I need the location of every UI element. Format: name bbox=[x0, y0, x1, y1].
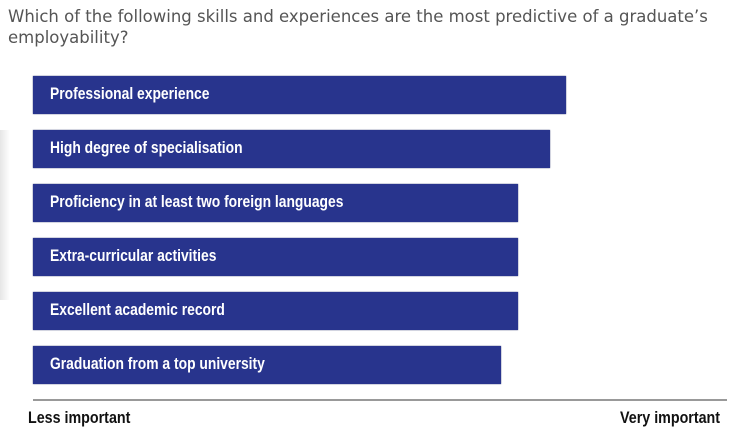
bar: Proficiency in at least two foreign lang… bbox=[33, 184, 518, 222]
bar-label: Proficiency in at least two foreign lang… bbox=[50, 193, 344, 211]
background-shade bbox=[0, 130, 10, 300]
x-axis-line bbox=[33, 399, 727, 401]
bar-label: High degree of specialisation bbox=[50, 139, 243, 157]
bar-label: Professional experience bbox=[50, 85, 210, 103]
chart-title: Which of the following skills and experi… bbox=[8, 7, 708, 47]
x-axis-label-max: Very important bbox=[620, 408, 720, 427]
bar-label: Graduation from a top university bbox=[50, 355, 265, 373]
bar: High degree of specialisation bbox=[33, 130, 550, 168]
bar: Professional experience bbox=[33, 76, 566, 114]
bar: Graduation from a top university bbox=[33, 346, 501, 384]
bar-label: Excellent academic record bbox=[50, 301, 225, 319]
bar-label: Extra-curricular activities bbox=[50, 247, 217, 265]
x-axis-label-min: Less important bbox=[28, 408, 131, 427]
bar: Excellent academic record bbox=[33, 292, 518, 330]
bar: Extra-curricular activities bbox=[33, 238, 518, 276]
